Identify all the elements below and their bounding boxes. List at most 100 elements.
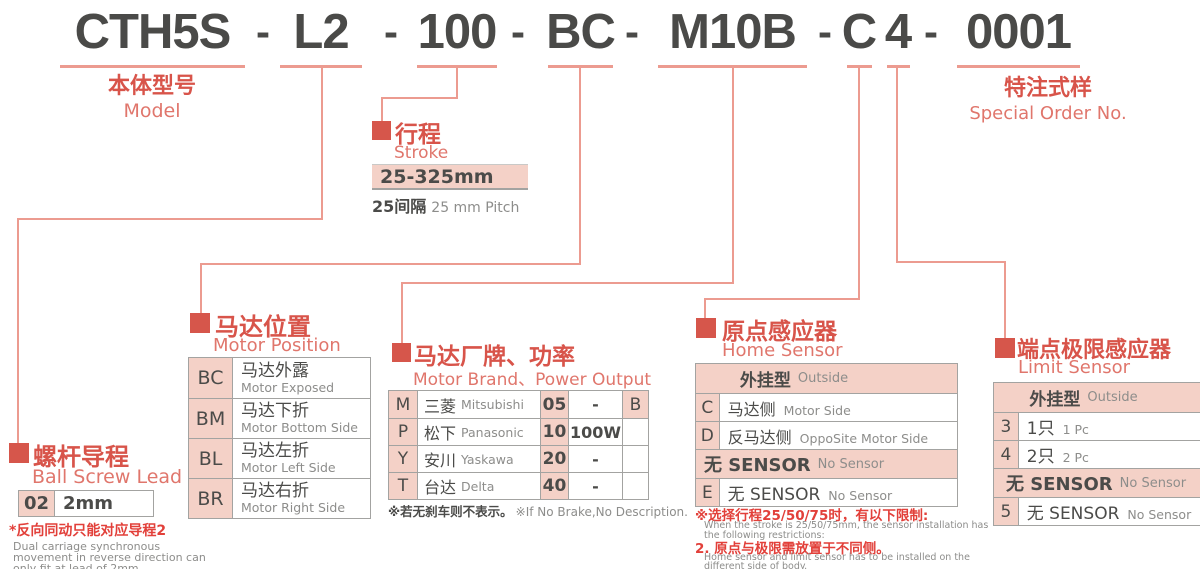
connector-line [704,298,706,319]
connector-line [200,263,581,265]
table-header-row: 无 SENSOR No Sensor [696,449,957,478]
home-sensor-code: D [696,422,720,449]
model-code-segment-limit-sensor: 4 [884,5,912,59]
lead-note-en-2: movement in reverse direction can [13,551,206,564]
brand-cn: 安川 [424,451,457,470]
power-code: 05 [541,391,569,418]
connector-line [456,68,458,99]
model-label-cn: 本体型号 [107,74,196,99]
header-outside-en: Outside [1087,390,1138,405]
motor-brand-table: M 三菱 Mitsubishi 05 - B P 松下 Panasonic 10… [388,390,649,500]
table-row: C 马达侧 Motor Side [696,393,957,421]
model-code-separator: - [384,8,398,55]
home-sensor-code: C [696,394,720,421]
connector-line [704,298,860,300]
model-label-en: Model [123,100,181,122]
motor-brand-code: M [389,391,418,418]
table-row: E 无 SENSOR No Sensor [696,478,957,506]
segment-underline [417,65,497,68]
motor-brand-title-cn: 马达厂牌、功率 [414,344,575,370]
motor-position-code: BC [189,358,233,398]
home-sensor-title-en: Home Sensor [722,340,843,361]
table-row: BR 马达右折 Motor Right Side [189,478,370,518]
segment-underline [548,65,613,68]
header-nosensor-cn: 无 SENSOR [703,455,811,476]
table-header-row: 外挂型 Outside [994,383,1200,412]
table-row: D 反马达侧 OppoSite Motor Side [696,421,957,449]
table-row: 3 1只 1 Pc [994,412,1200,440]
power-code: 40 [541,473,569,499]
brand-cn: 台达 [424,478,457,497]
table-row: BL 马达左折 Motor Left Side [189,438,370,478]
connector-line [401,282,734,284]
section-bullet-icon [190,313,210,333]
header-outside-en: Outside [797,371,849,386]
stroke-pitch-cn: 25间隔 [372,197,427,216]
limit-sensor-table: 外挂型 Outside 3 1只 1 Pc 4 2只 2 Pc 无 SENSOR N… [993,382,1200,526]
limit-sensor-en: 2 Pc [1062,450,1089,465]
power-value: - [569,473,623,499]
connector-line [381,97,458,99]
model-code-segment-lead: L2 [293,5,349,59]
limit-sensor-en: No Sensor [1127,507,1192,522]
table-row: 5 无 SENSOR No Sensor [994,497,1200,525]
home-sensor-note2-cn: 2. 原点与极限需放置于不同侧。 [695,541,890,557]
model-code-segment-special-order: 0001 [965,5,1072,59]
table-header-row: 无 SENSOR No Sensor [994,468,1200,497]
header-nosensor-en: No Sensor [1119,475,1187,491]
brand-cn: 松下 [424,424,457,443]
limit-sensor-code: 3 [994,413,1019,440]
model-code-segment-stroke: 100 [417,5,498,59]
limit-sensor-en: 1 Pc [1062,422,1089,437]
motor-position-table: BC 马达外露 Motor Exposed BM 马达下折 Motor Bottom… [188,357,371,519]
home-sensor-note1-en-2: the following restrictions: [704,530,825,541]
limit-sensor-cn: 1只 [1026,419,1055,439]
brake-code [623,473,648,499]
model-code-segment-home-sensor: C [841,5,877,59]
motor-brand-title-en: Motor Brand、Power Output [413,370,652,390]
table-row: BM 马达下折 Motor Bottom Side [189,398,370,438]
section-bullet-icon [372,121,391,140]
header-nosensor-en: No Sensor [817,456,885,472]
motor-position-cn: 马达右折 [241,481,309,501]
section-bullet-icon [995,338,1015,358]
motor-position-title-en: Motor Position [213,335,341,356]
motor-position-code: BR [189,479,233,518]
limit-sensor-code: 4 [994,441,1019,468]
home-sensor-en: OppoSite Motor Side [799,430,929,446]
brand-en: Delta [461,478,495,494]
ball-screw-lead-title-en: Ball Screw Lead [32,466,183,488]
home-sensor-cn: 马达侧 [727,399,776,419]
table-row: Y 安川 Yaskawa 20 - [389,445,648,472]
power-value: - [569,446,623,472]
brake-code: B [623,391,648,418]
home-sensor-cn: 反马达侧 [727,427,792,447]
motor-brand-note-cn: ※若无刹车则不表示。 [388,504,513,519]
segment-underline [60,65,245,68]
header-nosensor-cn: 无 SENSOR [1005,474,1113,495]
connector-line [1004,261,1006,339]
special-order-label-cn: 特注式样 [1003,76,1092,101]
stroke-pitch-en: 25 mm Pitch [431,200,520,216]
model-code-separator: - [818,8,832,55]
motor-position-en: Motor Bottom Side [241,420,358,435]
ball-screw-lead-title-cn: 螺杆导程 [33,443,129,471]
table-header-row: 外挂型 Outside [696,364,957,393]
segment-underline [847,65,872,68]
callout-special-order: 特注式样 Special Order No. [948,76,1148,125]
limit-sensor-cn: 无 SENSOR [1026,504,1120,524]
brand-en: Panasonic [461,424,524,440]
connector-line [732,68,734,282]
segment-underline [280,65,362,68]
section-bullet-icon [392,343,411,362]
power-value: - [569,391,623,418]
header-outside-cn: 外挂型 [739,371,791,391]
motor-position-code: BL [189,439,233,478]
section-bullet-icon [696,318,716,338]
model-code-separator: - [625,8,639,55]
home-sensor-title-cn: 原点感应器 [722,319,837,345]
callout-model: 本体型号 Model [52,74,252,123]
table-row: P 松下 Panasonic 10 100W [389,418,648,445]
lead-value-cell: 2mm [63,493,114,514]
connector-line [896,261,1006,263]
